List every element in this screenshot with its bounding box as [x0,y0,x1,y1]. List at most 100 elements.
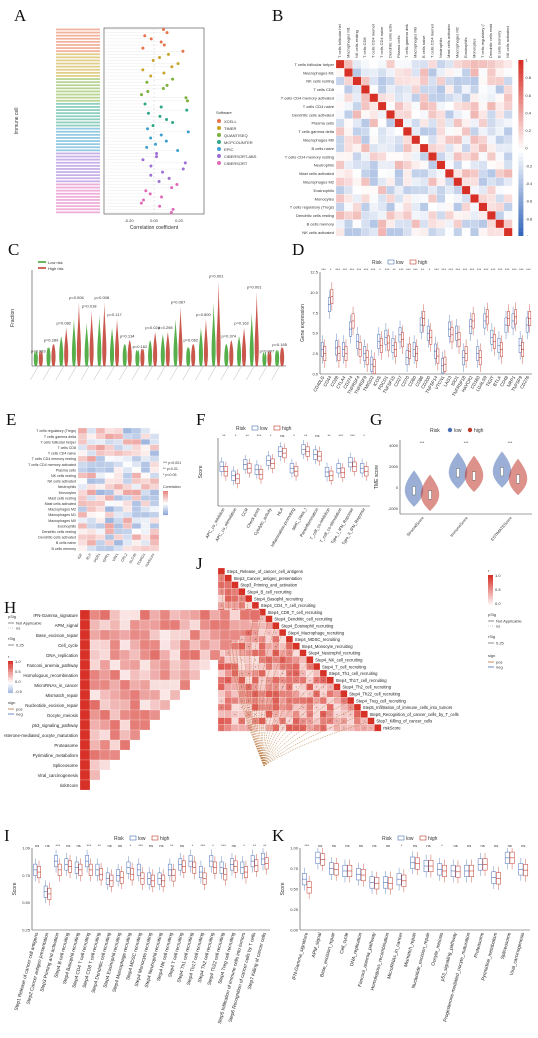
heatmap-cell [461,59,471,69]
heatmap-cell [313,724,321,732]
colorbar-segment [8,675,13,678]
row-label: Macrophages M1 [303,70,335,75]
signif-label: *** [508,440,513,445]
heatmap-cell [140,478,151,485]
x-tick-mark [246,365,255,381]
signif-label: * [270,433,272,438]
legend-r-title: r [8,654,10,659]
colorbar-segment [518,214,524,220]
violin-high [229,340,234,366]
heatmap-cell [461,202,471,212]
heatmap-cell [428,93,437,103]
colorbar-segment [518,161,524,167]
heatmap-cell [503,160,513,170]
heatmap-cell [122,444,133,451]
legend-low-swatch [447,427,453,433]
heatmap-cell [419,202,429,212]
heatmap-cell [140,545,151,552]
heatmap-cell [495,85,505,94]
signif-label: * [441,843,443,848]
signif-star: * [323,693,325,697]
signif-label: ns [359,843,363,848]
col-label: Dendritic cells activated [387,24,392,58]
heatmap-cell [386,169,395,178]
heatmap-cell [403,135,412,145]
heatmap-cell [436,219,446,229]
x-tick-label: IFN-Gamma_signature [291,932,310,981]
link-line [233,584,265,767]
row-label: T cells CD4 memory resting [285,154,334,159]
heatmap-cell [495,135,505,145]
heatmap-cell [470,160,479,170]
p-value: p=0.001 [247,284,262,289]
row-label: Base_excision_repair [36,633,79,638]
cell-label [56,177,100,180]
heatmap-cell [461,85,471,94]
heatmap-cell [344,185,353,195]
signif-label: ns [508,843,512,848]
heatmap-cell [352,135,362,145]
cell-label [56,84,100,87]
heatmap-cell [131,517,142,524]
heatmap-cell [428,211,437,220]
heatmap-cell [119,699,131,711]
heatmap-cell [99,719,111,731]
cell-label [56,137,100,139]
colorbar-segment [163,491,168,493]
colorbar-segment [163,506,168,508]
heatmap-cell [361,85,370,94]
signif-star: * [228,652,230,656]
heatmap-cell [436,152,446,161]
violin-high [242,327,247,366]
heatmap-cell [129,679,141,691]
p-value: p=0.006 [69,295,84,300]
heatmap-cell [113,439,124,445]
colorbar-segment [518,130,524,136]
data-point [149,37,153,41]
y-tick-label: 0.75 [22,873,31,878]
legend-low-swatch [397,835,405,841]
heatmap-cell [299,663,307,671]
heatmap-cell [344,135,353,145]
heatmap-cell [352,185,362,195]
row-label: Step4_MDSC_recruiting [295,637,341,642]
heatmap-cell [149,545,160,552]
data-point [151,59,155,63]
heatmap-cell [403,85,412,94]
heatmap-cell [139,609,151,621]
heatmap-cell [386,59,395,69]
heatmap-cell [495,185,505,195]
heatmap-cell [104,467,115,473]
row-label: Macrophages M2 [303,179,335,184]
heatmap-cell [369,85,379,94]
heatmap-cell [99,659,111,671]
heatmap-cell [419,76,429,86]
legend-dot [217,161,221,165]
heatmap-cell [79,619,91,631]
heatmap-cell [149,455,160,462]
heatmap-cell [279,703,287,711]
inner-box [516,474,520,484]
heatmap-cell [219,629,231,641]
y-tick-label: 0.25 [290,907,299,912]
heatmap-cell [344,219,353,229]
heatmap-cell [122,483,133,490]
signif-label: *** [434,267,439,272]
heatmap-cell [119,639,131,651]
row-label: Proteasome [54,743,78,748]
data-point [170,186,174,190]
colorbar-segment [163,499,168,501]
heatmap-cell [149,439,160,445]
heatmap-cell [470,59,479,69]
row-label: Monocytes [59,491,77,495]
col-label: T cells CD4 memory resting [429,24,434,58]
heatmap-cell [487,227,496,236]
heatmap-cell [139,699,151,711]
signif-star: * [268,659,270,663]
data-point [157,179,161,183]
signif-star: * [275,631,277,635]
heatmap-cell [428,110,437,119]
heatmap-cell [131,545,142,552]
heatmap-cell [419,85,429,94]
heatmap-cell [369,202,379,212]
